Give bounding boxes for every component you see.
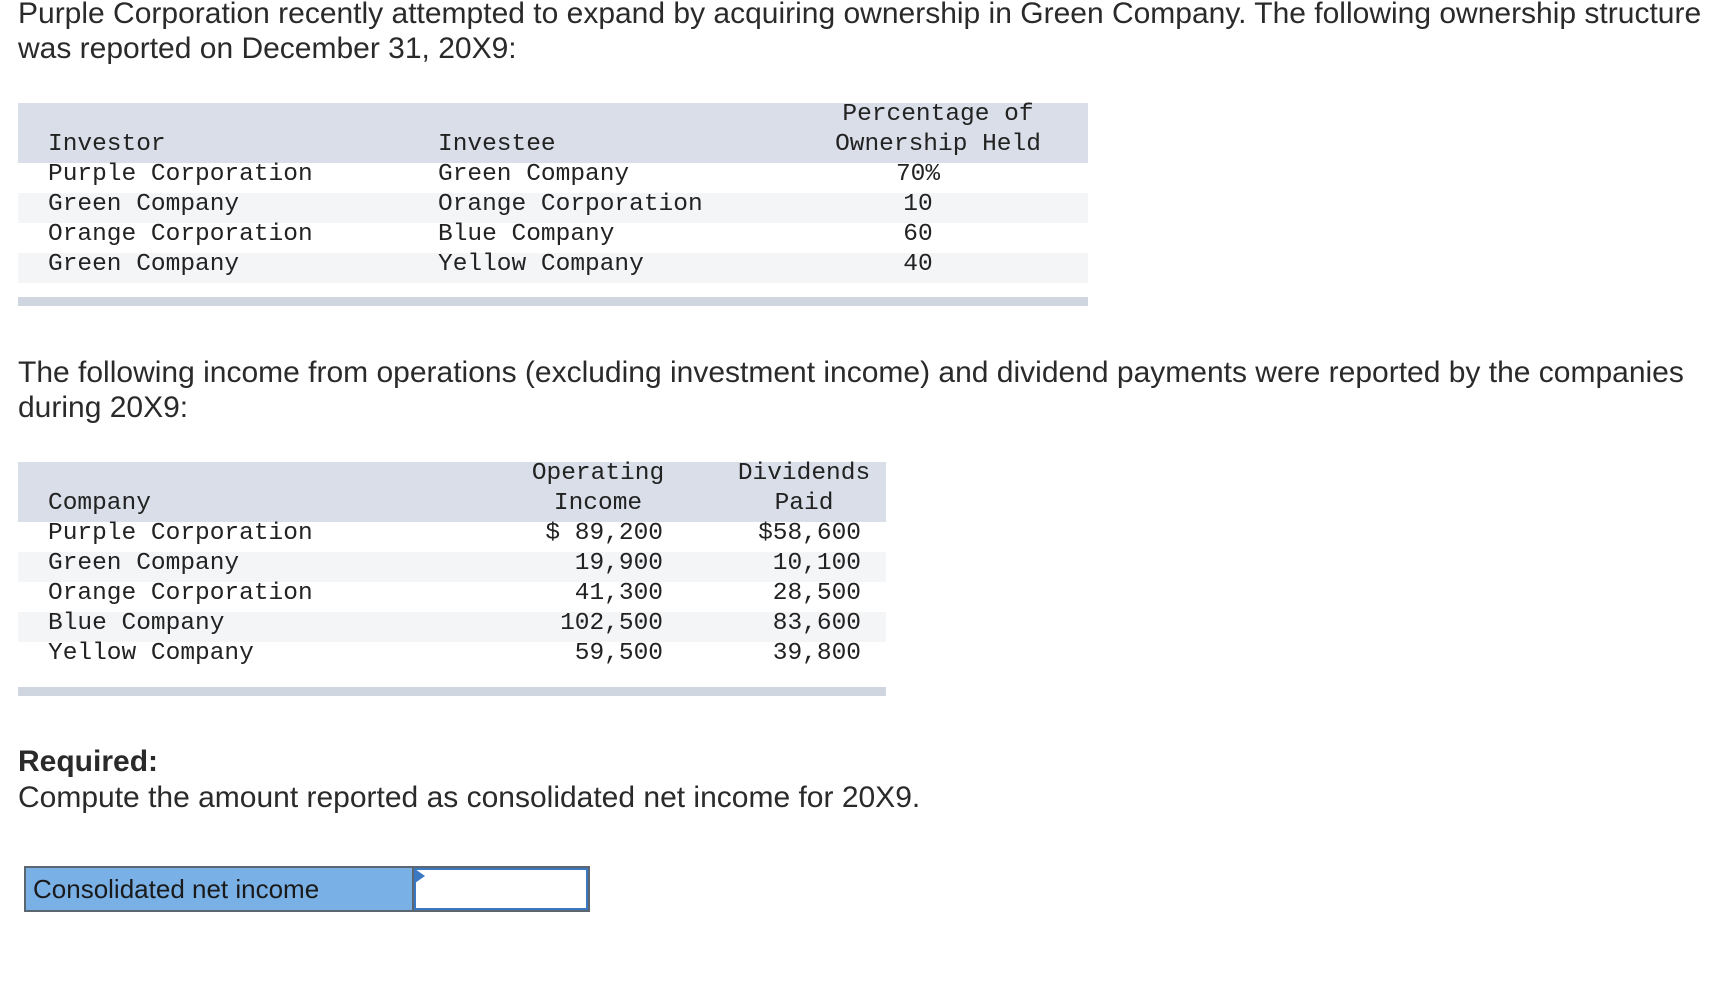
table-row [18, 552, 886, 582]
operating-income-cell: 19,900 [574, 550, 663, 577]
company-cell: Purple Corporation [48, 520, 313, 547]
dividends-cell: 28,500 [772, 580, 861, 607]
investee-cell: Blue Company [438, 221, 615, 248]
percentage-cell: 70% [895, 161, 941, 188]
operating-income-cell: $ 89,200 [545, 520, 663, 547]
header-investee: Investee [438, 131, 556, 158]
required-instruction: Compute the amount reported as consolida… [18, 781, 921, 814]
header-investor: Investor [48, 131, 166, 158]
investor-cell: Orange Corporation [48, 221, 313, 248]
investor-cell: Purple Corporation [48, 161, 313, 188]
operating-income-cell: 59,500 [574, 640, 663, 667]
investor-cell: Green Company [48, 251, 240, 278]
ownership-table: Investor Investee Percentage of Ownershi… [18, 101, 1088, 308]
answer-input-container [414, 868, 588, 910]
income-table: Company Operating Income Dividends Paid … [18, 460, 886, 697]
percentage-cell: 60 [903, 221, 933, 248]
intro-paragraph: Purple Corporation recently attempted to… [18, 0, 1702, 65]
percentage-cell: 40 [903, 251, 933, 278]
consolidated-net-income-input[interactable] [416, 870, 586, 908]
dividends-cell: 10,100 [772, 550, 861, 577]
dividends-cell: 83,600 [772, 610, 861, 637]
operating-income-cell: 41,300 [574, 580, 663, 607]
header-company: Company [48, 490, 151, 517]
header-dividends-line2: Paid [774, 490, 834, 517]
table-footer-bar [18, 687, 886, 696]
table-row [18, 612, 886, 642]
dividends-cell: 39,800 [772, 640, 861, 667]
company-cell: Green Company [48, 550, 240, 577]
company-cell: Blue Company [48, 610, 225, 637]
operating-income-cell: 102,500 [560, 610, 663, 637]
consolidated-net-income-label: Consolidated net income [26, 868, 414, 910]
header-percentage-line1: Percentage of [842, 101, 1034, 128]
investee-cell: Orange Corporation [438, 191, 703, 218]
header-dividends-line1: Dividends [737, 460, 871, 487]
answer-row: Consolidated net income [24, 866, 590, 912]
table-row [18, 253, 1088, 283]
ownership-table-header [18, 103, 1088, 163]
percentage-cell: 10 [903, 191, 933, 218]
dividends-cell: $58,600 [758, 520, 861, 547]
company-cell: Yellow Company [48, 640, 254, 667]
investor-cell: Green Company [48, 191, 240, 218]
investee-cell: Green Company [438, 161, 630, 188]
income-table-header [18, 462, 886, 522]
corner-flag-icon [415, 869, 425, 883]
header-operating-line1: Operating [531, 460, 665, 487]
header-operating-line2: Income [553, 490, 643, 517]
table-footer-bar [18, 297, 1088, 306]
investee-cell: Yellow Company [438, 251, 644, 278]
header-percentage-line2: Ownership Held [835, 131, 1041, 158]
required-heading: Required: [18, 745, 159, 778]
company-cell: Orange Corporation [48, 580, 313, 607]
table-row [18, 193, 1088, 223]
income-intro-paragraph: The following income from operations (ex… [18, 356, 1684, 424]
